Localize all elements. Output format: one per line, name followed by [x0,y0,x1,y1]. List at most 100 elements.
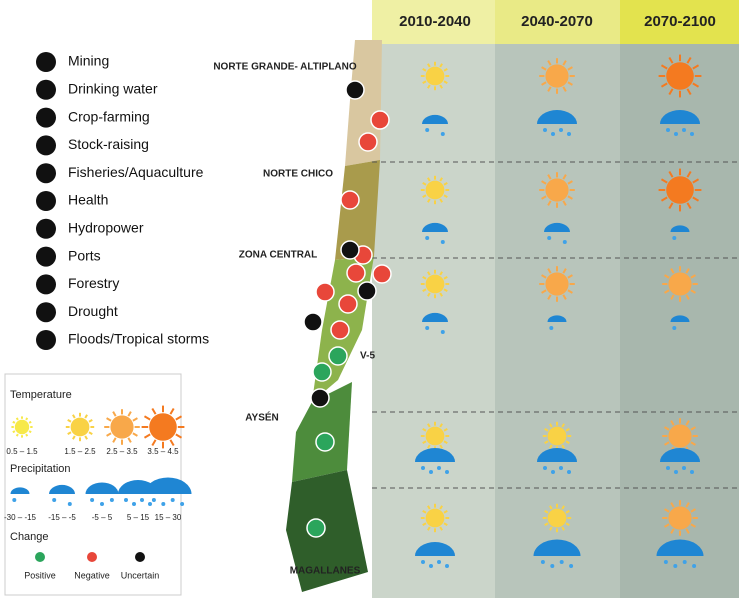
sun-ray [561,526,565,531]
drop [672,326,677,330]
sun-ray [549,505,553,510]
drop [559,128,563,132]
legend-title: Precipitation [10,463,71,475]
sun-ray [67,419,72,423]
drop [437,560,441,564]
sun-ray [439,84,443,89]
sun-ray [541,66,547,71]
sun-ray [544,428,549,432]
drop [674,132,678,136]
sun-ray [544,440,549,444]
drop [562,240,567,244]
cloud-body [415,542,455,556]
cloud-body [660,448,700,462]
sector-label: Crop-farming [68,108,150,124]
sun-ray [562,294,567,300]
sun-ray [541,274,547,279]
sun-ray [443,80,448,84]
sun-ray [664,289,670,294]
sun-ray [443,510,448,514]
sun-ray [151,407,157,415]
drop [690,470,694,474]
drop [440,330,445,334]
cloud-body [537,110,577,124]
cloud-body [422,222,448,232]
legend-range: 0.5 – 1.5 [6,447,38,456]
sun-ray [690,508,696,513]
map-icon [340,240,360,260]
drop [429,470,433,474]
sun-ray [84,435,88,440]
sun-disc [425,180,445,200]
sun-ray [565,428,570,432]
cloud [670,315,690,330]
drop [673,564,678,568]
sun-ray [427,526,431,531]
sector-label: Drought [68,303,118,319]
map-icon [340,190,360,210]
sun-ray [422,194,427,198]
cloud [544,222,570,244]
sun-ray [106,432,112,437]
drop [124,498,128,502]
map-icon [338,294,358,314]
sun-ray [685,268,690,274]
sun-ray [422,80,427,84]
sun-ray [686,88,692,96]
sun-ray [127,411,132,417]
drop [567,132,571,136]
cloud-body [533,539,581,556]
sun-ray [422,440,427,444]
drop [682,560,687,564]
sun-ray [664,274,670,279]
sun-ray [547,86,552,92]
sun-disc [110,415,134,439]
sun-ray [670,294,675,300]
sun-disc [425,274,445,294]
sector-label: Ports [68,247,101,263]
sun-ray [422,522,427,526]
change-dot [135,552,145,562]
drop [161,502,166,506]
drop [132,502,136,506]
sun-ray [549,526,553,531]
sun [542,503,572,533]
drop [690,132,694,136]
sun-ray [547,200,552,206]
sun-ray [439,63,443,68]
sun [420,175,450,205]
map-icon [306,518,326,538]
sun [662,500,698,536]
region-label: NORTE GRANDE- ALTIPLANO [213,62,357,73]
sun-disc [668,506,692,530]
drop [440,240,445,244]
map-icon [310,388,330,408]
legend-change-label: Positive [24,570,56,580]
sun-ray [685,528,690,534]
period-header: 2070-2100 [644,13,716,30]
sun-ray [692,82,700,88]
map-icon [370,110,390,130]
sun-ray [112,411,117,417]
cloud [422,114,448,136]
sun-ray [12,430,16,434]
drop [421,466,425,470]
sun-ray [544,522,549,526]
sun-disc [149,413,177,441]
cloud [670,225,690,240]
map-icon [372,264,392,284]
map-icon [328,346,348,366]
sun-ray [72,435,76,440]
drop [425,236,430,240]
sun-ray [670,528,675,534]
legend-change-label: Negative [74,570,110,580]
sun-ray [690,426,696,431]
sun-ray [562,200,567,206]
sun-ray [439,198,443,203]
sun-ray [562,174,567,180]
cloud [422,222,448,244]
sun-ray [690,289,696,294]
sun-ray [143,415,151,421]
sun-ray [427,423,431,428]
drop [67,502,72,506]
